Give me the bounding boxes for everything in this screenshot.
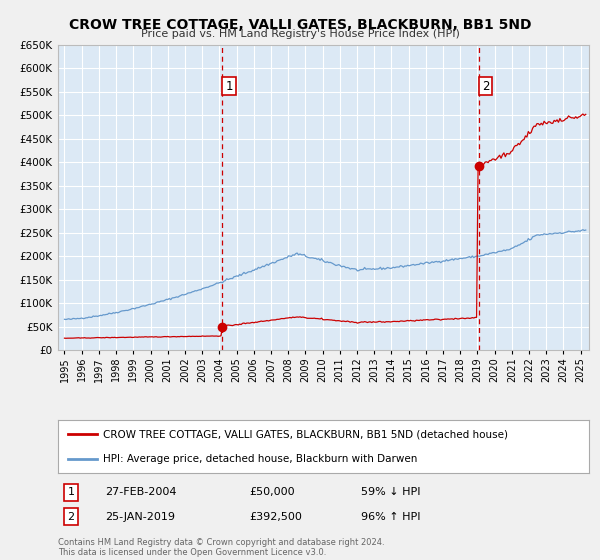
Text: Contains HM Land Registry data © Crown copyright and database right 2024.: Contains HM Land Registry data © Crown c… <box>58 538 384 547</box>
Text: £50,000: £50,000 <box>249 487 295 497</box>
Text: 59% ↓ HPI: 59% ↓ HPI <box>361 487 420 497</box>
Text: 2: 2 <box>67 512 74 521</box>
Text: 25-JAN-2019: 25-JAN-2019 <box>106 512 175 521</box>
Text: CROW TREE COTTAGE, VALLI GATES, BLACKBURN, BB1 5ND (detached house): CROW TREE COTTAGE, VALLI GATES, BLACKBUR… <box>103 430 508 440</box>
Text: This data is licensed under the Open Government Licence v3.0.: This data is licensed under the Open Gov… <box>58 548 326 557</box>
Text: 2: 2 <box>482 80 490 92</box>
Text: 96% ↑ HPI: 96% ↑ HPI <box>361 512 420 521</box>
Text: 1: 1 <box>67 487 74 497</box>
Text: £392,500: £392,500 <box>249 512 302 521</box>
Text: Price paid vs. HM Land Registry's House Price Index (HPI): Price paid vs. HM Land Registry's House … <box>140 29 460 39</box>
Text: HPI: Average price, detached house, Blackburn with Darwen: HPI: Average price, detached house, Blac… <box>103 454 417 464</box>
Text: 27-FEB-2004: 27-FEB-2004 <box>106 487 177 497</box>
Text: 1: 1 <box>226 80 233 92</box>
Text: CROW TREE COTTAGE, VALLI GATES, BLACKBURN, BB1 5ND: CROW TREE COTTAGE, VALLI GATES, BLACKBUR… <box>69 18 531 32</box>
